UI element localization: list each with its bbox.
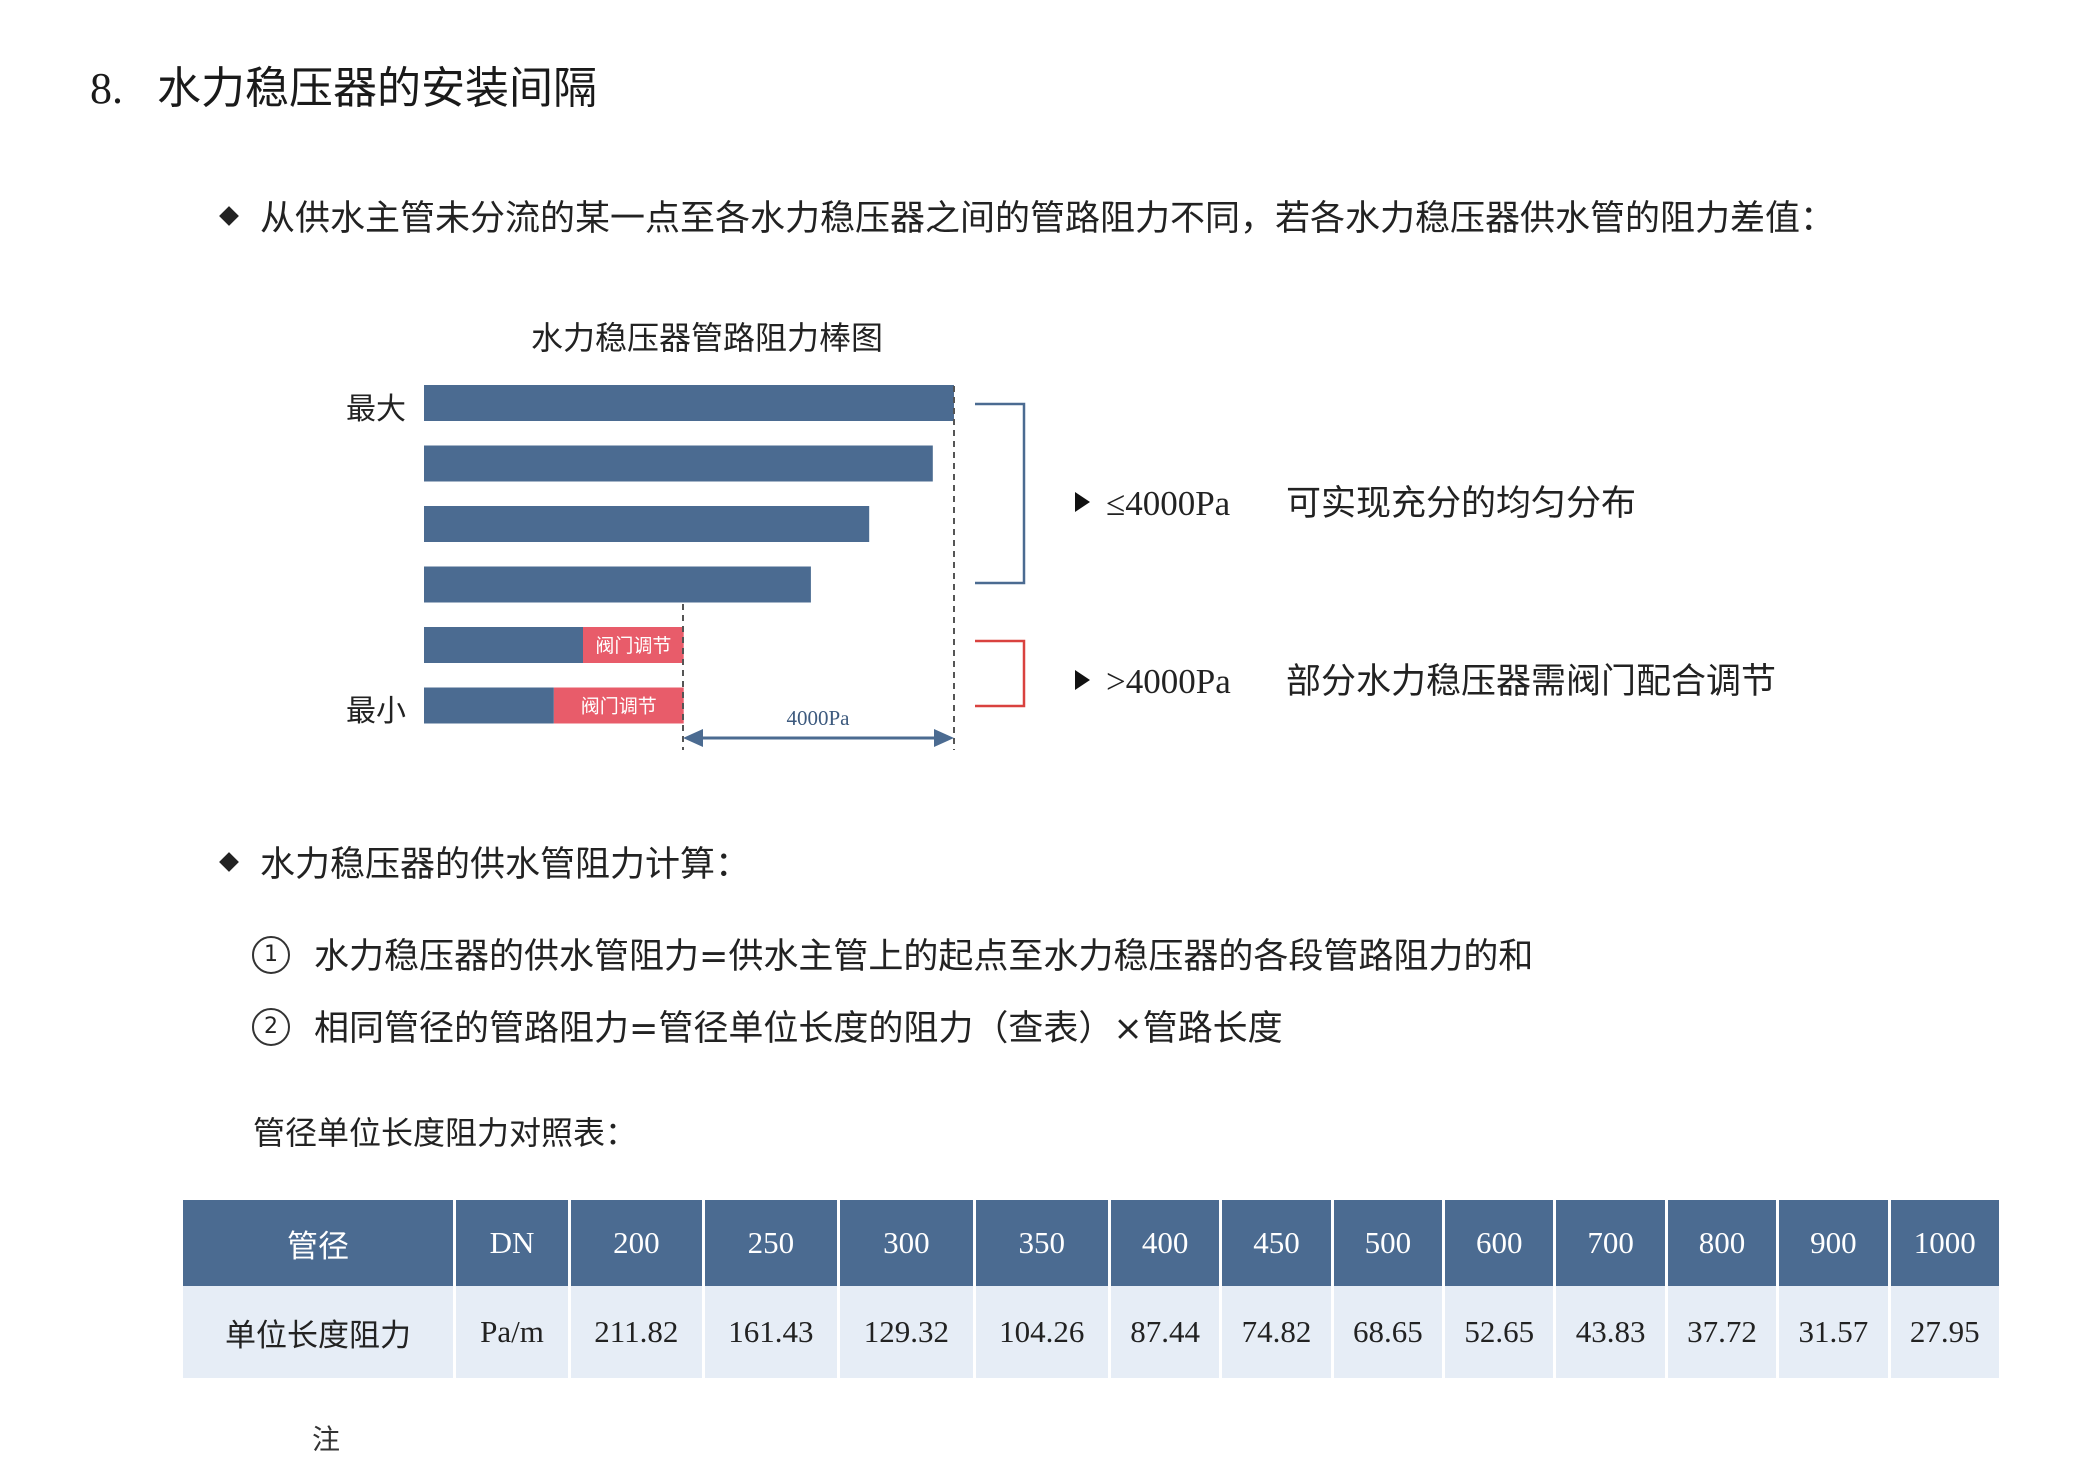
header-size-600: 600 <box>1445 1200 1554 1286</box>
formula-2-text: 相同管径的管路阻力=管径单位长度的阻力（查表）×管路长度 <box>314 1009 1283 1049</box>
table-cell: 74.82 <box>1222 1286 1331 1378</box>
triangle-right-icon <box>1075 670 1090 690</box>
chart-title: 水力稳压器管路阻力棒图 <box>531 319 884 357</box>
header-size-300: 300 <box>840 1200 973 1286</box>
bullet-intro-text: 从供水主管未分流的某一点至各水力稳压器之间的管路阻力不同，若各水力稳压器供水管的… <box>260 199 1836 239</box>
table-header-row: 管径 DN 200 250 300 350 400 450 500 600 700 800 900 1… <box>183 1200 1999 1286</box>
resistance-bar <box>424 566 811 603</box>
dimension-label: 4000Pa <box>787 706 851 730</box>
note-over-limit: >4000Pa 部分水力稳压器需阀门配合调节 <box>1075 653 1776 704</box>
table-cell: 211.82 <box>571 1286 702 1378</box>
section-number: 8. <box>90 64 123 113</box>
bracket-lower <box>975 639 1026 708</box>
bullet-calc-text: 水力稳压器的供水管阻力计算： <box>260 845 751 885</box>
table-row: 单位长度阻力 Pa/m 211.82 161.43 129.32 104.26 87.4… <box>183 1286 1999 1378</box>
chart-label-max: 最大 <box>346 392 406 427</box>
chart-label-min: 最小 <box>346 694 406 729</box>
note-value: ≤4000Pa <box>1106 484 1231 523</box>
header-size-350: 350 <box>975 1200 1108 1286</box>
header-size-1000: 1000 <box>1890 1200 1999 1286</box>
header-size-200: 200 <box>571 1200 702 1286</box>
note-text: 部分水力稳压器需阀门配合调节 <box>1286 662 1777 702</box>
table-cell: 43.83 <box>1556 1286 1665 1378</box>
header-size-250: 250 <box>704 1200 838 1286</box>
diamond-bullet-icon <box>219 852 239 872</box>
table-cell: 37.72 <box>1667 1286 1777 1378</box>
resistance-bar <box>424 627 583 663</box>
table-cell: 52.65 <box>1445 1286 1554 1378</box>
header-size-400: 400 <box>1110 1200 1220 1286</box>
row-label: 单位长度阻力 <box>183 1286 453 1378</box>
resistance-bar <box>424 687 554 724</box>
formula-2: 2 相同管径的管路阻力=管径单位长度的阻力（查表）×管路长度 <box>252 1000 1283 1051</box>
table-cell: 31.57 <box>1779 1286 1888 1378</box>
bracket-upper <box>975 402 1026 585</box>
header-label: 管径 <box>183 1200 453 1286</box>
header-size-900: 900 <box>1779 1200 1888 1286</box>
header-size-700: 700 <box>1556 1200 1665 1286</box>
resistance-table: 管径 DN 200 250 300 350 400 450 500 600 700 800 900 1… <box>180 1200 2002 1378</box>
table-cell: 104.26 <box>975 1286 1108 1378</box>
footer-fragment: 注 <box>312 1423 341 1456</box>
section-heading: 水力稳压器的安装间隔 <box>157 63 597 114</box>
table-cell: 129.32 <box>840 1286 973 1378</box>
table-cell: 161.43 <box>704 1286 838 1378</box>
bullet-calc: 水力稳压器的供水管阻力计算： <box>219 836 751 887</box>
header-size-500: 500 <box>1333 1200 1443 1286</box>
header-size-800: 800 <box>1667 1200 1777 1286</box>
note-text: 可实现充分的均匀分布 <box>1286 484 1637 524</box>
triangle-right-icon <box>1075 492 1090 512</box>
formula-1: 1 水力稳压器的供水管阻力=供水主管上的起点至水力稳压器的各段管路阻力的和 <box>252 928 1533 979</box>
row-unit: Pa/m <box>456 1286 568 1378</box>
table-caption: 管径单位长度阻力对照表： <box>253 1114 638 1152</box>
valve-adjust-label: 阀门调节 <box>595 635 671 657</box>
table-cell: 27.95 <box>1890 1286 1999 1378</box>
section-title: 8. 水力稳压器的安装间隔 <box>90 52 597 116</box>
resistance-bar <box>424 506 870 542</box>
formula-1-text: 水力稳压器的供水管阻力=供水主管上的起点至水力稳压器的各段管路阻力的和 <box>314 937 1534 977</box>
note-within-limit: ≤4000Pa 可实现充分的均匀分布 <box>1075 475 1636 526</box>
dimension-arrow <box>683 729 954 747</box>
circled-number-1: 1 <box>252 936 290 974</box>
valve-adjust-label: 阀门调节 <box>581 696 657 718</box>
table-cell: 68.65 <box>1333 1286 1443 1378</box>
circled-number-2: 2 <box>252 1008 290 1046</box>
note-value: >4000Pa <box>1106 662 1231 701</box>
valve-adjust-segment <box>583 627 684 663</box>
resistance-bar <box>424 445 933 482</box>
table-cell: 87.44 <box>1110 1286 1220 1378</box>
resistance-bar <box>424 385 954 421</box>
valve-adjust-segment <box>553 687 684 724</box>
header-unit: DN <box>456 1200 568 1286</box>
bullet-intro: 从供水主管未分流的某一点至各水力稳压器之间的管路阻力不同，若各水力稳压器供水管的… <box>219 190 1836 241</box>
header-size-450: 450 <box>1222 1200 1331 1286</box>
